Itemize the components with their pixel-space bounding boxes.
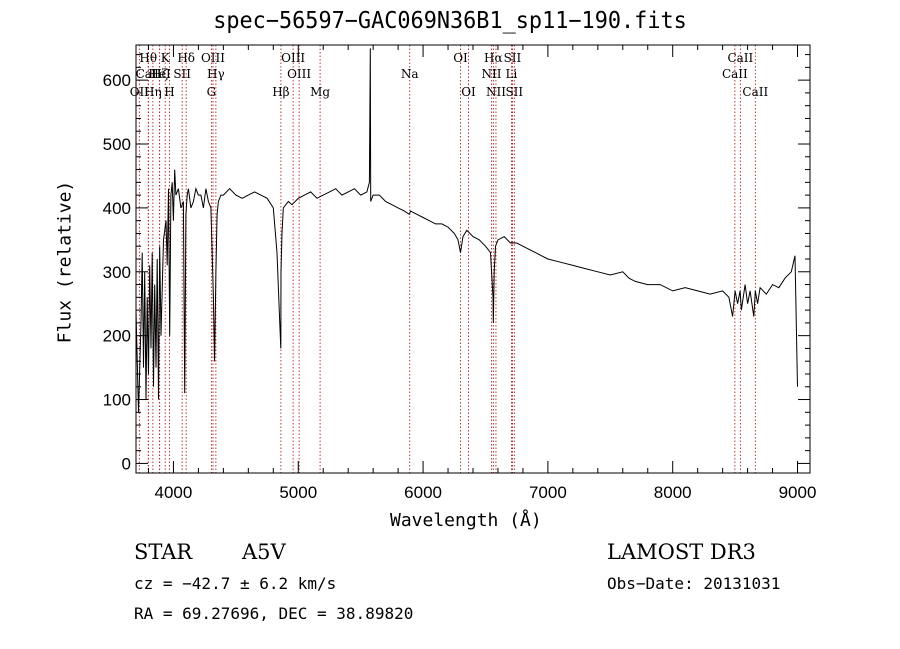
line-marker-label: Mg xyxy=(310,85,330,99)
line-marker-label: OII xyxy=(130,85,150,99)
line-marker-group xyxy=(138,45,756,473)
y-tick-label: 300 xyxy=(103,263,131,282)
y-tick-label: 400 xyxy=(103,199,131,218)
x-tick-label: 8000 xyxy=(654,483,692,502)
line-marker-label: Hα xyxy=(484,51,503,65)
line-marker-label: Li xyxy=(506,67,518,81)
line-marker-label: CaII xyxy=(727,51,753,65)
line-marker-label: H xyxy=(164,85,174,99)
line-marker-label: SII xyxy=(173,67,191,81)
y-tick-label: 100 xyxy=(103,391,131,410)
line-marker-label: CaII xyxy=(742,85,768,99)
x-axis-ticks: 4000 5000 6000 7000 8000 9000 xyxy=(147,45,817,502)
line-marker-label: SII xyxy=(504,51,522,65)
x-tick-label: 4000 xyxy=(155,483,193,502)
coordinates: RA = 69.27696, DEC = 38.89820 xyxy=(134,604,414,623)
line-marker-label: K xyxy=(161,51,171,65)
line-marker-label: OIII xyxy=(281,51,305,65)
chart-title: spec−56597−GAC069N36B1_sp11−190.fits xyxy=(213,8,687,34)
x-tick-label: 5000 xyxy=(279,483,317,502)
x-tick-label: 6000 xyxy=(404,483,442,502)
y-tick-label: 0 xyxy=(122,454,131,473)
plot-frame xyxy=(135,44,811,474)
x-axis-label: Wavelength (Å) xyxy=(390,510,542,531)
y-axis-label: Flux (relative) xyxy=(54,180,76,344)
spectrum-line xyxy=(135,48,798,413)
line-marker-label: HeI xyxy=(148,67,171,81)
line-marker-label: Hζ xyxy=(151,67,168,81)
line-marker-label: Na xyxy=(401,67,419,81)
object-class: STAR xyxy=(134,540,193,564)
y-tick-label: 600 xyxy=(103,71,131,90)
line-marker-label: OI xyxy=(461,85,476,99)
line-marker-label: Hγ xyxy=(207,67,225,81)
y-tick-label: 500 xyxy=(103,135,131,154)
redshift-velocity: cz = −42.7 ± 6.2 km/s xyxy=(134,574,337,593)
line-marker-label: Hθ xyxy=(139,51,157,65)
line-marker-label: OIII xyxy=(201,51,225,65)
object-subclass: A5V xyxy=(242,540,286,564)
line-marker-label: Hβ xyxy=(272,85,289,99)
y-axis-ticks: 0 100 200 300 400 500 600 xyxy=(103,54,810,473)
x-tick-label: 9000 xyxy=(779,483,817,502)
line-marker-label: G xyxy=(207,85,217,99)
line-marker-label: CaII xyxy=(136,67,162,81)
line-marker-label: OIII xyxy=(287,67,311,81)
y-tick-label: 200 xyxy=(103,327,131,346)
line-marker-label: Hη xyxy=(144,85,162,99)
survey-name: LAMOST DR3 xyxy=(607,540,756,564)
x-tick-label: 7000 xyxy=(529,483,567,502)
line-marker-label: NII xyxy=(481,67,501,81)
line-marker-label: SII xyxy=(505,85,523,99)
line-marker-label: CaII xyxy=(722,67,748,81)
line-marker-label: Hδ xyxy=(177,51,195,65)
line-marker-label: NII xyxy=(486,85,506,99)
line-marker-label: OI xyxy=(453,51,468,65)
observation-date: Obs−Date: 20131031 xyxy=(607,574,781,593)
